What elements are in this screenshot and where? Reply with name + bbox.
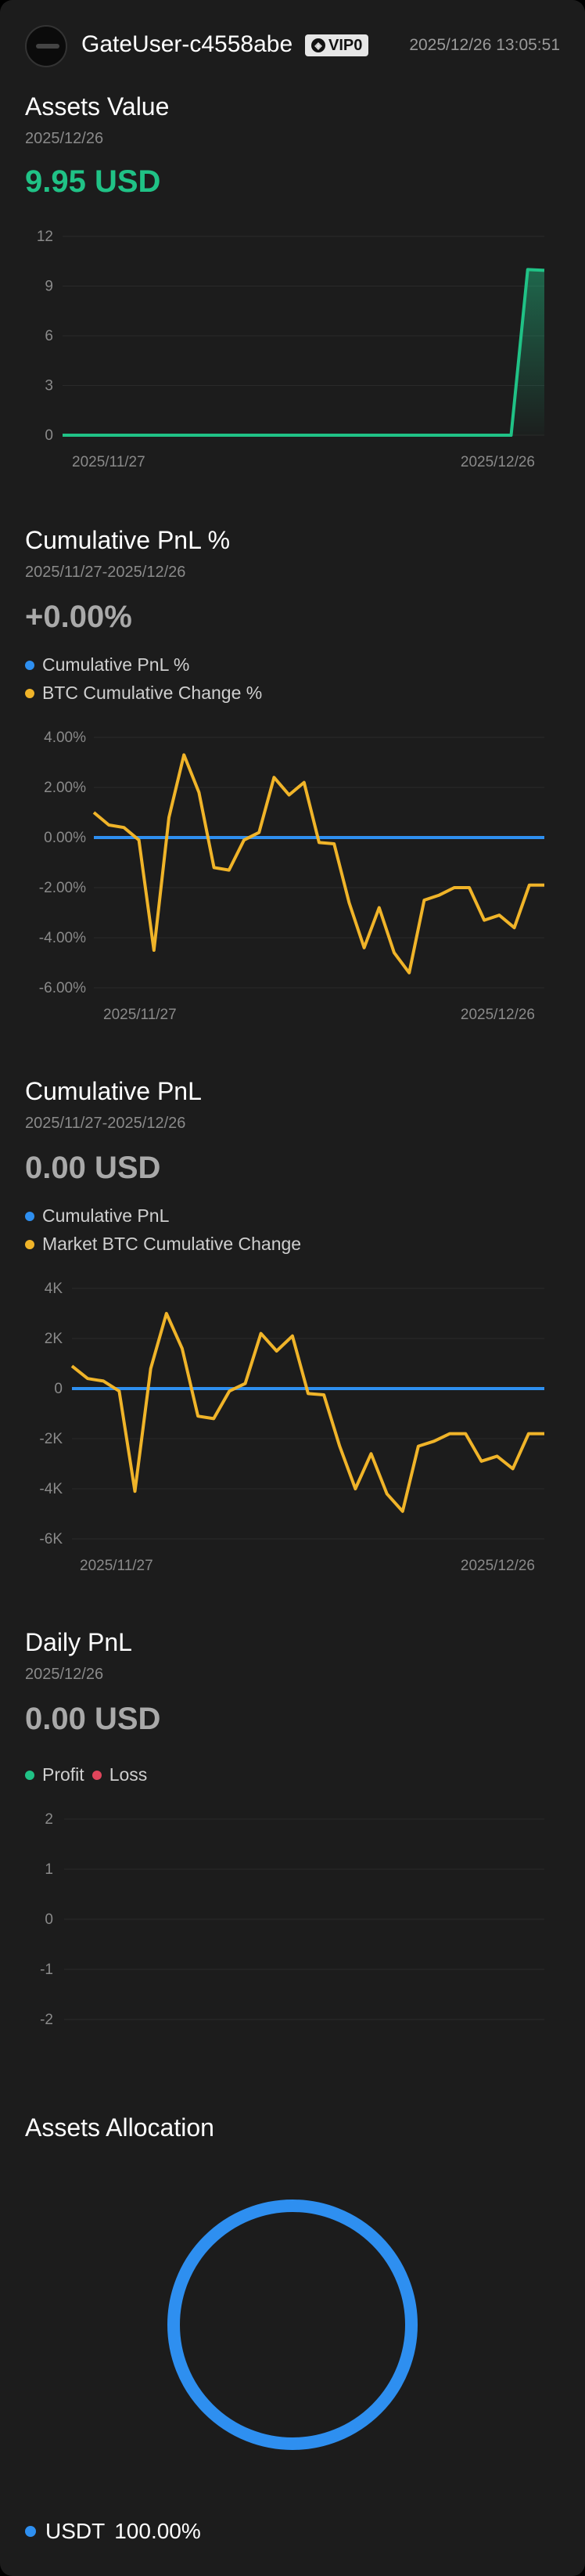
assets-area	[63, 269, 544, 435]
legend-dot-blue	[25, 1211, 34, 1221]
daily-pnl-value: 0.00 USD	[25, 1702, 161, 1736]
allocation-title: Assets Allocation	[25, 2113, 214, 2142]
username: GateUser-c4558abe	[81, 31, 293, 57]
x-tick-label: 2025/11/27	[80, 1558, 153, 1574]
y-tick-label: -4.00%	[39, 930, 86, 946]
allocation-legend: USDT 100.00%	[25, 2519, 201, 2544]
legend-label-profit: Profit	[42, 1764, 84, 1785]
legend-dot-blue	[25, 660, 34, 670]
legend-daily: Profit Loss	[25, 1764, 147, 1785]
y-tick-label: 0	[45, 427, 53, 444]
y-tick-label: 0.00%	[44, 830, 86, 846]
assets-value-date: 2025/12/26	[25, 130, 104, 147]
y-tick-label: -4K	[39, 1481, 63, 1497]
legend-dot-usdt	[25, 2526, 36, 2537]
y-tick-label: 1	[45, 1861, 53, 1878]
header: GateUser-c4558abe ◈ VIP0 2025/12/26 13:0…	[25, 23, 560, 70]
daily-pnl-date: 2025/12/26	[25, 1666, 104, 1683]
assets-line	[63, 268, 545, 437]
cum-pnl-date: 2025/11/27-2025/12/26	[25, 1115, 186, 1132]
series-line	[92, 753, 544, 975]
cum-pnl-pct-date: 2025/11/27-2025/12/26	[25, 564, 186, 581]
y-tick-label: -2K	[39, 1431, 63, 1447]
y-tick-label: 6	[45, 328, 53, 344]
cum-pnl-pct-value: +0.00%	[25, 600, 132, 634]
legend-btc-change-pct: BTC Cumulative Change %	[25, 683, 262, 704]
legend-dot-red	[92, 1770, 102, 1780]
x-tick-label: 2025/12/26	[461, 454, 535, 470]
y-tick-label: -6K	[39, 1531, 63, 1547]
y-tick-label: 0	[45, 1911, 53, 1928]
allocation-asset: USDT	[45, 2519, 106, 2543]
y-tick-label: 12	[37, 229, 53, 245]
y-tick-label: 2	[45, 1811, 53, 1828]
y-tick-label: 9	[45, 279, 53, 295]
x-tick-label: 2025/11/27	[103, 1007, 177, 1023]
y-tick-label: -2.00%	[39, 880, 86, 896]
assets-value-title: Assets Value	[25, 92, 170, 121]
legend-cum-pnl: Cumulative PnL	[25, 1205, 169, 1227]
donut-slice	[167, 2200, 418, 2450]
vip-badge: ◈ VIP0	[305, 34, 369, 56]
vip-icon: ◈	[311, 38, 325, 52]
cum-pnl-pct-chart: -6.00% -4.00% -2.00% 0.00% 2.00% 4.00% 2025/11…	[39, 730, 544, 1023]
cum-pnl-pct-title: Cumulative PnL %	[25, 526, 231, 554]
daily-pnl-chart: -2-10122025/12/26	[40, 1811, 544, 2028]
cum-pnl-title: Cumulative PnL	[25, 1077, 202, 1105]
x-tick-label: 2025/12/26	[461, 1007, 535, 1023]
series-line	[70, 1312, 544, 1513]
legend-label: Market BTC Cumulative Change	[42, 1234, 302, 1254]
y-tick-label: 4K	[45, 1281, 63, 1297]
allocation-pct: 100.00%	[114, 2519, 201, 2543]
cum-pnl-value: 0.00 USD	[25, 1151, 161, 1185]
legend-dot-green	[25, 1770, 34, 1780]
y-tick-label: -6.00%	[39, 980, 86, 996]
timestamp: 2025/12/26 13:05:51	[409, 36, 560, 54]
x-tick-label: 2025/11/27	[72, 454, 145, 470]
y-tick-label: 4.00%	[44, 730, 86, 746]
legend-dot-yellow	[25, 1239, 34, 1249]
legend-btc-change: Market BTC Cumulative Change	[25, 1234, 301, 1255]
daily-pnl-title: Daily PnL	[25, 1628, 132, 1656]
x-tick-label: 2025/12/26	[461, 1558, 535, 1574]
cum-pnl-chart: -6K -4K -2K 0 2K 4K 2025/11/27 2025/12/26	[39, 1281, 544, 1574]
y-tick-label: 0	[54, 1381, 63, 1397]
y-tick-label: 3	[45, 378, 53, 395]
legend-label: Cumulative PnL	[42, 1205, 170, 1226]
assets-value-chart: 0 3 6 9 12 2025/11/27 2025/12/26	[37, 229, 545, 470]
vip-label: VIP0	[328, 37, 363, 54]
y-tick-label: -1	[40, 1962, 53, 1978]
y-tick-label: 2K	[45, 1331, 63, 1347]
assets-value-amount: 9.95 USD	[25, 164, 161, 199]
avatar-icon	[25, 25, 67, 67]
allocation-donut	[167, 2200, 418, 2450]
legend-dot-yellow	[25, 688, 34, 698]
legend-label-loss: Loss	[109, 1764, 148, 1785]
legend-cum-pnl-pct: Cumulative PnL %	[25, 654, 189, 676]
legend-label: BTC Cumulative Change %	[42, 683, 263, 703]
y-tick-label: -2	[40, 2012, 53, 2028]
y-tick-label: 2.00%	[44, 780, 86, 796]
legend-label: Cumulative PnL %	[42, 654, 190, 675]
